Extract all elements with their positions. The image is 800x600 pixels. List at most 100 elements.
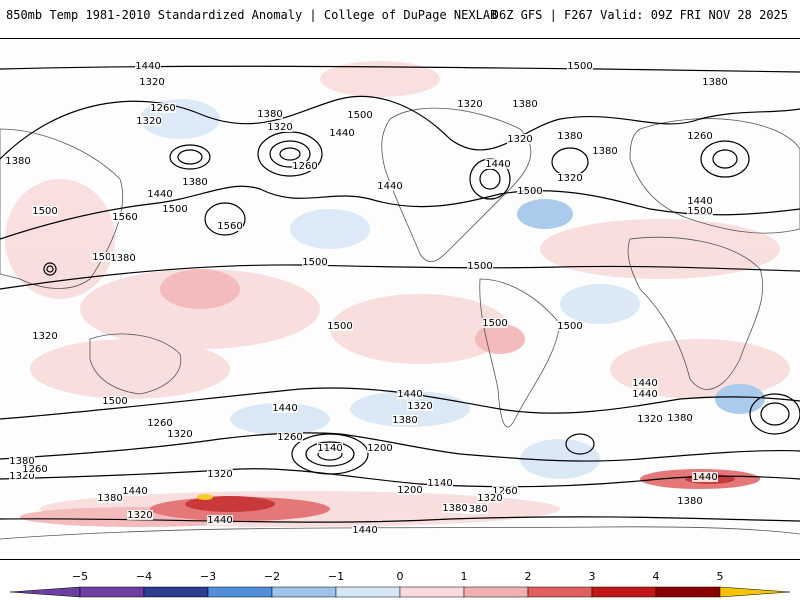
contour-label: 1320 <box>507 134 532 145</box>
colorbar-band <box>655 586 721 598</box>
contour-label: 1260 <box>492 486 517 497</box>
contour-label: 1320 <box>637 414 662 425</box>
low-center <box>305 441 355 467</box>
colorbar-band <box>143 586 209 598</box>
map-svg: 1440132012601320138013201440150012601380… <box>0 61 800 540</box>
contour-label: 1260 <box>292 161 317 172</box>
contour-label: 1260 <box>22 464 47 475</box>
contour-label-bg <box>182 177 208 187</box>
warm-anomaly <box>475 324 525 354</box>
contour-label: 1440 <box>687 196 712 207</box>
africa-outline <box>627 236 764 390</box>
colorbar-band <box>335 586 401 598</box>
contour-label: 1380 <box>702 77 727 88</box>
low-center <box>712 149 738 169</box>
contour-label: 1500 <box>162 204 187 215</box>
cold-anomaly <box>290 209 370 249</box>
contour-label: 1380 <box>9 456 34 467</box>
warm-anomaly <box>330 294 510 364</box>
contour-label-bg <box>517 186 543 196</box>
contour-label: 1320 <box>267 122 292 133</box>
contour-label: 1320 <box>127 510 152 521</box>
colorbar-bar <box>9 586 791 598</box>
contour-label: 1440 <box>147 189 172 200</box>
low-center <box>291 433 369 475</box>
contour-label: 1380 <box>257 109 282 120</box>
contour-label: 1380 <box>667 413 692 424</box>
antarctica-outline <box>0 526 800 540</box>
contour-label-bg <box>302 257 328 267</box>
contour-label-bg <box>272 403 298 413</box>
colorbar-band <box>591 586 657 598</box>
contour-label: 1320 <box>32 331 57 342</box>
contour-label: 1500 <box>302 257 327 268</box>
colorbar-band <box>207 586 273 598</box>
contour-label: 1440 <box>207 515 232 526</box>
colorbar-band <box>463 586 529 598</box>
europe-asia-outline <box>629 118 800 234</box>
contour-label-bg <box>457 99 483 109</box>
warm-anomaly <box>185 496 275 512</box>
contour-label: 1440 <box>397 389 422 400</box>
contour-label-bg <box>352 525 378 535</box>
contour-label-bg <box>257 109 283 119</box>
contour-label-bg <box>592 146 618 156</box>
contour-label-bg <box>139 77 165 87</box>
warm-anomaly <box>30 339 230 399</box>
contour-label: 1440 <box>352 525 377 536</box>
colorbar-band <box>527 586 593 598</box>
contour-label: 1440 <box>632 389 657 400</box>
colorbar-max-arrow <box>719 586 791 598</box>
contour-label-bg <box>557 131 583 141</box>
colorbar-tick-label: 4 <box>652 570 660 583</box>
contour-label-bg <box>427 478 453 488</box>
contour-label: 1380 <box>442 503 467 514</box>
contour-label-bg <box>692 472 718 482</box>
contour-label-bg <box>32 331 58 341</box>
contour-label: 1320 <box>9 471 34 482</box>
low-center <box>551 147 589 177</box>
contour-label-bg <box>207 469 233 479</box>
asia-east-outline <box>0 128 124 289</box>
contour-label-bg <box>567 61 593 71</box>
contour-label-bg <box>397 389 423 399</box>
colorbar-tick-label: 2 <box>524 570 532 583</box>
low-center <box>269 140 311 168</box>
contour-label-bg <box>329 128 355 138</box>
contour-label-bg <box>162 204 188 214</box>
low-center <box>43 262 57 276</box>
colorbar-band <box>79 586 145 598</box>
contour-label: 1440 <box>135 61 160 72</box>
contour-label-bg <box>632 378 658 388</box>
south-america-outline <box>479 278 561 428</box>
colorbar-tick-label: −5 <box>71 570 89 583</box>
low-center <box>749 393 800 435</box>
contour-label: 1320 <box>136 116 161 127</box>
north-america-outline <box>381 107 532 263</box>
contour-label-bg <box>112 212 138 222</box>
extreme-anomaly <box>197 494 213 500</box>
warm-anomaly <box>320 61 440 97</box>
contour-label-bg <box>267 122 293 132</box>
contour-label: 1320 <box>457 99 482 110</box>
contour-label-bg <box>557 173 583 183</box>
contour-label-bg <box>397 485 423 495</box>
colorbar-band <box>399 586 465 598</box>
contour-label-bg <box>147 189 173 199</box>
colorbar-tick-label: −4 <box>135 570 153 583</box>
contour-label-bg <box>327 321 353 331</box>
coastlines <box>0 107 800 540</box>
header: 850mb Temp 1981-2010 Standardized Anomal… <box>0 0 800 30</box>
colorbar-min-arrow <box>9 586 81 598</box>
contour-label-bg <box>667 413 693 423</box>
contour-label: 1260 <box>150 103 175 114</box>
contour-label-bg <box>127 510 153 520</box>
contour-label: 1500 <box>517 186 542 197</box>
contour-label-bg <box>317 443 343 453</box>
warm-anomaly <box>540 219 780 279</box>
contour-label: 1380 <box>592 146 617 157</box>
contour-label: 1440 <box>122 486 147 497</box>
contour-label: 1380 <box>512 99 537 110</box>
low-center <box>700 140 750 178</box>
contour-label: 1440 <box>692 472 717 483</box>
